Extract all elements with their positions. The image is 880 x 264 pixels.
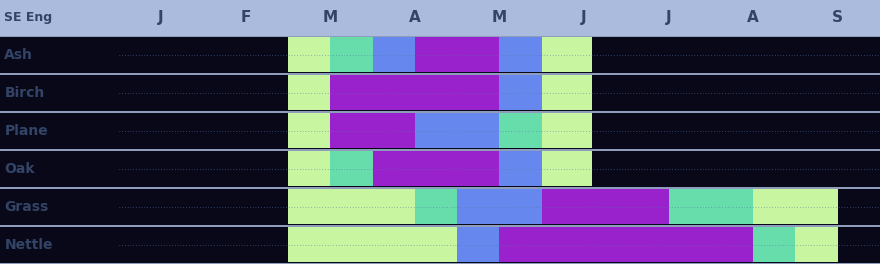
Bar xyxy=(330,75,500,110)
Bar xyxy=(288,75,330,110)
Bar xyxy=(711,189,753,224)
Text: M: M xyxy=(323,10,338,25)
Bar xyxy=(330,113,414,148)
Bar xyxy=(542,189,669,224)
Bar xyxy=(500,37,542,72)
Text: Plane: Plane xyxy=(4,124,48,138)
Bar xyxy=(457,228,500,262)
Bar xyxy=(500,189,542,224)
Bar xyxy=(288,151,330,186)
Bar xyxy=(372,37,414,72)
Bar xyxy=(372,151,500,186)
Bar xyxy=(753,189,838,224)
Text: M: M xyxy=(492,10,507,25)
Bar xyxy=(542,113,592,148)
Bar xyxy=(0,0,880,36)
Bar xyxy=(288,228,457,262)
Text: J: J xyxy=(666,10,671,25)
Bar xyxy=(288,113,330,148)
Text: Birch: Birch xyxy=(4,86,45,100)
Bar xyxy=(414,37,500,72)
Bar xyxy=(330,37,372,72)
Bar xyxy=(288,189,414,224)
Text: Ash: Ash xyxy=(4,48,33,62)
Text: J: J xyxy=(581,10,587,25)
Text: A: A xyxy=(747,10,759,25)
Bar xyxy=(542,37,592,72)
Text: S: S xyxy=(832,10,843,25)
Bar xyxy=(796,228,838,262)
Text: J: J xyxy=(158,10,164,25)
Bar xyxy=(542,151,592,186)
Bar xyxy=(414,189,457,224)
Text: F: F xyxy=(240,10,251,25)
Text: Grass: Grass xyxy=(4,200,48,214)
Bar xyxy=(500,151,542,186)
Bar xyxy=(330,151,372,186)
Bar xyxy=(288,37,330,72)
Text: Nettle: Nettle xyxy=(4,238,53,252)
Bar xyxy=(414,113,500,148)
Bar xyxy=(500,75,542,110)
Text: A: A xyxy=(409,10,421,25)
Bar xyxy=(753,228,796,262)
Bar xyxy=(500,113,542,148)
Text: SE Eng: SE Eng xyxy=(4,11,53,24)
Bar xyxy=(457,189,500,224)
Bar xyxy=(500,228,753,262)
Text: Oak: Oak xyxy=(4,162,35,176)
Bar xyxy=(669,189,711,224)
Bar xyxy=(542,75,592,110)
